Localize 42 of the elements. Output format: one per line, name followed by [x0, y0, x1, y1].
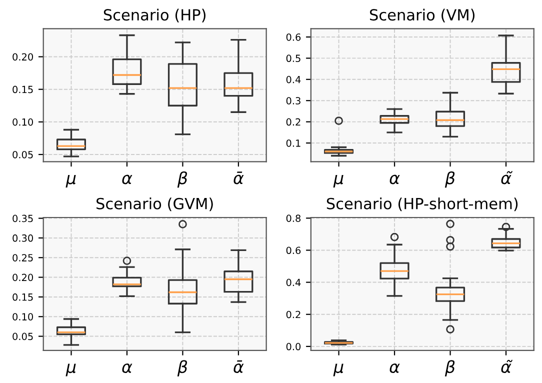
y-tick-label: 0.0 [286, 342, 301, 350]
y-tick-label: 0.15 [12, 293, 33, 301]
y-tick-label: 0.2 [286, 310, 300, 318]
chart-title: Scenario (HP-short-mem) [326, 198, 518, 212]
chart-title: Scenario (VM) [370, 8, 474, 22]
y-tick-label: 0.6 [286, 246, 301, 254]
x-tick-label: μ [333, 364, 344, 376]
y-tick-label: 0.25 [12, 254, 33, 262]
x-tick-label: μ [66, 174, 76, 188]
y-tick-label: 0.4 [286, 278, 301, 286]
x-tick-label: ᾱ [234, 172, 244, 184]
x-tick-label: α̃ [501, 360, 513, 374]
y-tick-label: 0.1 [286, 139, 300, 147]
y-tick-label: 0.30 [12, 234, 33, 242]
x-tick-label: α [390, 174, 400, 184]
y-tick-label: 0.6 [286, 33, 301, 41]
chart-title: Scenario (HP) [104, 8, 206, 22]
x-tick-label: ᾱ [234, 360, 244, 374]
x-tick-label: μ [333, 174, 344, 188]
x-tick-label: α̃ [501, 171, 513, 184]
y-tick-label: 0.3 [286, 97, 300, 104]
y-tick-label: 0.20 [12, 274, 33, 282]
y-tick-label: 0.20 [12, 53, 33, 61]
y-tick-label: 0.10 [12, 118, 33, 126]
x-tick-label: α [390, 364, 400, 374]
y-tick-label: 0.10 [12, 313, 33, 320]
y-tick-label: 0.05 [12, 332, 33, 340]
x-tick-label: β [177, 171, 188, 188]
y-tick-label: 0.05 [12, 150, 33, 158]
y-tick-label: 0.35 [12, 214, 33, 222]
x-tick-label: β [444, 171, 455, 188]
x-tick-label: β [177, 360, 188, 376]
y-tick-label: 0.8 [286, 214, 301, 222]
x-tick-label: α [122, 364, 132, 374]
y-tick-label: 0.2 [286, 118, 300, 126]
y-tick-label: 0.5 [286, 54, 300, 62]
chart-title: Scenario (GVM) [96, 198, 213, 212]
y-tick-label: 0.15 [12, 86, 33, 94]
x-tick-label: β [444, 360, 455, 376]
x-tick-label: μ [66, 364, 76, 376]
y-tick-label: 0.4 [286, 76, 301, 84]
x-tick-label: α [122, 174, 132, 184]
